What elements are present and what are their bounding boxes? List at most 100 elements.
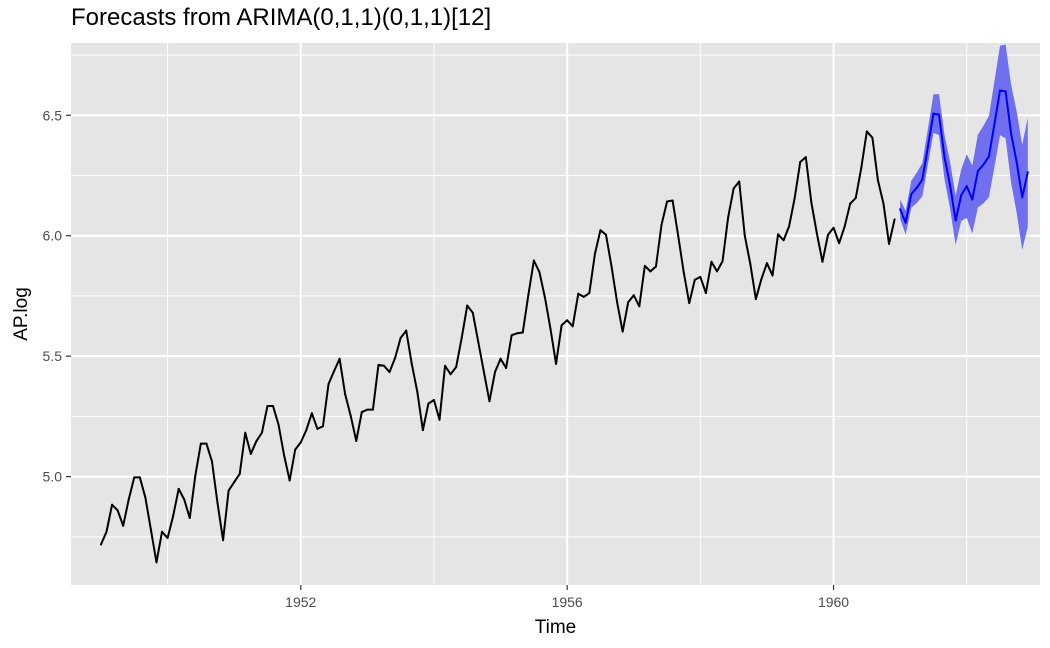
observed-data-point xyxy=(499,357,502,360)
observed-data-point xyxy=(238,472,241,475)
observed-data-point xyxy=(727,216,730,219)
observed-data-point xyxy=(810,201,813,204)
observed-data-point xyxy=(122,524,125,527)
observed-data-point xyxy=(593,253,596,256)
forecast-data-point xyxy=(910,193,913,196)
forecast-data-point xyxy=(976,170,979,173)
observed-data-point xyxy=(799,161,802,163)
observed-data-point xyxy=(671,199,674,202)
observed-data-point xyxy=(277,423,280,426)
observed-data-point xyxy=(111,503,114,506)
observed-data-point xyxy=(444,364,447,367)
observed-data-point xyxy=(549,327,552,330)
observed-data-point xyxy=(149,528,152,531)
observed-data-point xyxy=(765,262,768,265)
observed-data-point xyxy=(310,412,313,415)
observed-data-point xyxy=(516,332,519,335)
observed-data-point xyxy=(843,225,846,228)
observed-data-point xyxy=(666,200,669,203)
observed-data-point xyxy=(560,324,563,327)
observed-data-point xyxy=(815,232,818,235)
observed-data-point xyxy=(294,448,297,451)
forecast-data-point xyxy=(904,221,907,224)
observed-data-point xyxy=(888,242,891,245)
observed-data-point xyxy=(588,292,591,295)
observed-data-point xyxy=(732,187,735,190)
observed-data-point xyxy=(377,363,380,366)
observed-data-point xyxy=(660,223,663,226)
observed-data-point xyxy=(627,301,630,304)
data-points-layer xyxy=(99,89,1029,564)
observed-data-point xyxy=(821,260,824,263)
observed-data-point xyxy=(255,440,258,443)
y-tick-label: 6.0 xyxy=(43,228,63,244)
observed-data-point xyxy=(521,331,524,334)
observed-data-point xyxy=(427,402,430,405)
observed-data-point xyxy=(527,294,530,297)
observed-data-point xyxy=(432,399,435,401)
observed-data-point xyxy=(416,390,419,393)
observed-data-point xyxy=(227,489,230,492)
forecast-data-point xyxy=(899,208,902,211)
observed-data-point xyxy=(177,487,180,490)
observed-data-point xyxy=(838,242,841,245)
observed-data-point xyxy=(621,330,624,333)
observed-data-point xyxy=(188,517,191,520)
forecast-data-point xyxy=(1004,90,1007,93)
observed-data-point xyxy=(399,336,402,339)
observed-data-point xyxy=(616,301,619,304)
observed-data-point xyxy=(643,264,646,267)
observed-data-point xyxy=(210,460,213,463)
observed-data-point xyxy=(743,234,746,237)
observed-data-point xyxy=(260,431,263,434)
observed-data-point xyxy=(349,414,352,417)
observed-data-point xyxy=(577,292,580,295)
forecast-series-line xyxy=(899,89,1029,224)
observed-data-point xyxy=(771,274,774,277)
observed-data-point xyxy=(288,479,291,482)
y-axis-title: AP.log xyxy=(11,287,32,341)
observed-data-point xyxy=(272,405,275,408)
observed-data-point xyxy=(383,364,386,367)
observed-data-point xyxy=(804,156,807,159)
observed-data-point xyxy=(144,496,147,499)
observed-data-point xyxy=(654,265,657,268)
observed-data-point xyxy=(233,481,236,484)
observed-data-point xyxy=(449,373,452,376)
observed-data-point xyxy=(172,515,175,518)
observed-data-point xyxy=(316,427,319,430)
observed-data-point xyxy=(305,429,308,432)
observed-series-line xyxy=(100,130,896,564)
observed-data-point xyxy=(410,362,413,365)
plot-panel xyxy=(71,43,1040,585)
minor-gridlines xyxy=(71,43,1040,585)
forecast-data-point xyxy=(987,155,990,158)
observed-data-point xyxy=(649,270,652,273)
chart-title: Forecasts from ARIMA(0,1,1)(0,1,1)[12] xyxy=(71,4,492,31)
forecast-data-point xyxy=(1015,161,1018,164)
observed-data-point xyxy=(688,302,691,305)
observed-data-point xyxy=(832,226,835,229)
tick-labels-layer: 1952 1956 1960 5.0 5.5 6.0 6.5 xyxy=(43,107,850,610)
observed-data-point xyxy=(333,370,336,373)
observed-data-point xyxy=(566,319,569,322)
observed-data-point xyxy=(716,270,718,273)
y-tick-label: 5.0 xyxy=(43,469,63,485)
observed-data-point xyxy=(876,179,879,182)
forecast-data-point xyxy=(993,122,996,125)
observed-data-point xyxy=(693,278,696,281)
observed-data-point xyxy=(421,429,424,432)
y-tick-label: 5.5 xyxy=(43,348,63,364)
observed-data-point xyxy=(793,196,796,199)
forecast-data-point xyxy=(932,112,935,115)
observed-data-point xyxy=(194,474,197,477)
observed-data-point xyxy=(405,329,408,332)
observed-data-point xyxy=(582,295,585,298)
series-lines-layer xyxy=(100,89,1029,564)
x-tick-label: 1960 xyxy=(818,594,849,610)
forecast-data-point xyxy=(949,184,952,187)
observed-data-point xyxy=(471,311,474,314)
observed-data-point xyxy=(244,431,247,434)
forecast-data-point xyxy=(915,186,918,189)
